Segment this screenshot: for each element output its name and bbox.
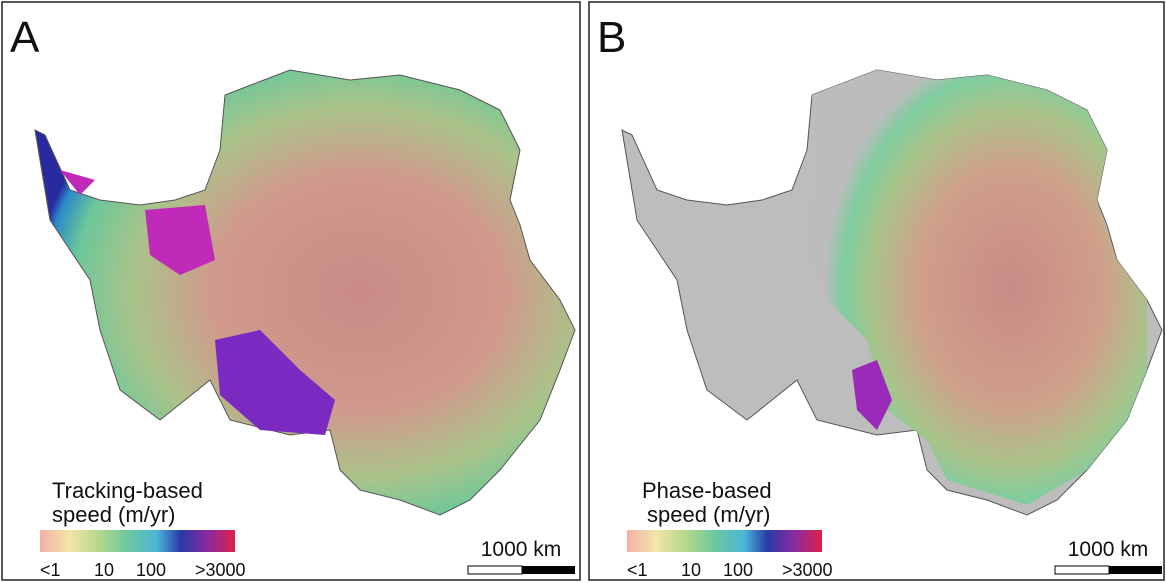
scale-label: 1000 km [481,538,562,561]
scale-bar [1109,566,1162,574]
legend-tick: 10 [94,560,114,580]
legend-tick: 100 [723,560,753,580]
panel-a: A Tracking-based speed (m/yr) <1 10 100 … [2,2,580,580]
legend-tick: <1 [40,560,61,580]
legend-title: Phase-based [642,478,772,503]
legend-tick: 10 [681,560,701,580]
panel-label: B [597,13,626,62]
panel-b: B Phase-based speed (m/yr) <1 10 100 >30… [589,2,1164,580]
scale-bar [522,566,575,574]
color-bar [40,530,235,552]
legend-tick: >3000 [195,560,246,580]
scale-bar [468,566,522,574]
figure: A Tracking-based speed (m/yr) <1 10 100 … [0,0,1166,583]
panel-label: A [10,13,40,62]
scale-bar [1055,566,1109,574]
legend-title: speed (m/yr) [647,502,770,527]
scale-label: 1000 km [1068,538,1149,561]
legend-title: Tracking-based [52,478,203,503]
legend-tick: >3000 [782,560,833,580]
color-bar [627,530,822,552]
legend-title: speed (m/yr) [52,502,175,527]
legend-tick: <1 [627,560,648,580]
legend-tick: 100 [136,560,166,580]
